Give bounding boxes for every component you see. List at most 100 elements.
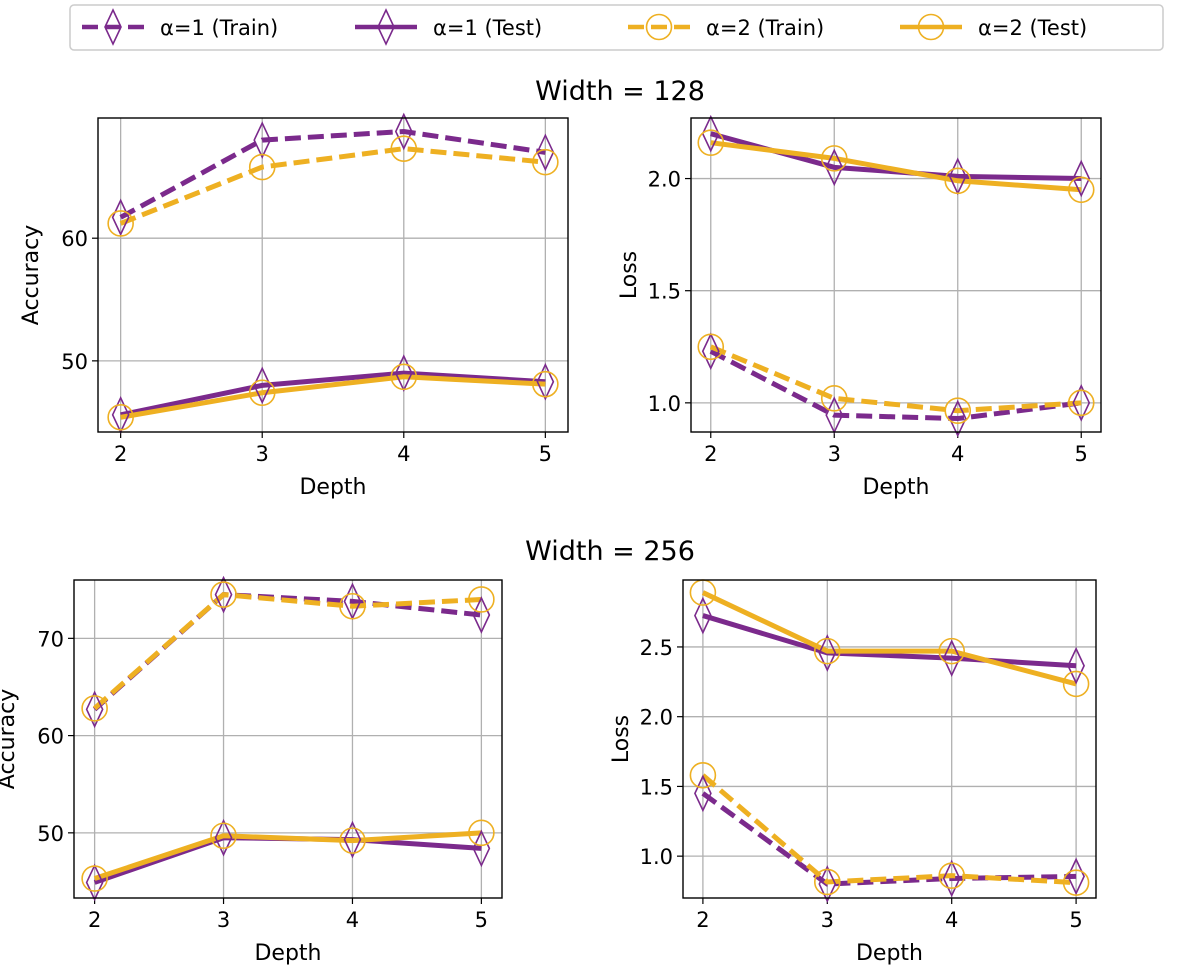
x-axis-label: Depth	[254, 941, 321, 966]
data-point	[472, 829, 491, 868]
y-tick-label: 1.5	[640, 775, 673, 799]
data-point	[253, 121, 272, 159]
data-point	[214, 575, 233, 614]
legend-label: α=2 (Train)	[706, 16, 824, 40]
x-tick-label: 3	[217, 908, 230, 932]
group-title-width-128: Width = 128	[535, 76, 705, 107]
axes-frame	[690, 117, 1102, 433]
circle-marker-icon	[645, 13, 673, 41]
x-tick-label: 4	[346, 908, 359, 932]
series-line	[93, 830, 482, 881]
data-point	[944, 397, 972, 424]
data-point	[210, 581, 237, 608]
data-point	[1067, 646, 1085, 685]
data-point	[468, 819, 495, 847]
data-point	[390, 363, 418, 391]
series-line	[710, 140, 1082, 193]
data-point	[253, 366, 272, 405]
y-tick-label: 70	[37, 627, 64, 651]
data-point	[948, 399, 967, 438]
series-line	[701, 773, 1077, 886]
y-tick-label: 60	[37, 725, 64, 749]
x-tick-label: 4	[397, 442, 410, 466]
legend-label: α=1 (Test)	[433, 16, 542, 40]
series-line	[92, 592, 482, 711]
series-line	[702, 613, 1077, 669]
data-point	[81, 865, 108, 892]
legend-entry: α=2 (Test)	[900, 13, 1087, 41]
x-tick-label: 2	[704, 442, 717, 466]
subplot-3: 2 3 4 5 50 60 70 Depth Accuracy	[0, 575, 503, 966]
data-point	[536, 362, 555, 401]
data-point	[938, 862, 965, 889]
series-group	[709, 131, 1082, 422]
series-line	[709, 349, 1082, 422]
y-tick-label: 1.0	[648, 392, 681, 416]
y-tick-label: 2.0	[640, 706, 673, 730]
data-point	[818, 865, 837, 903]
series-group	[119, 128, 546, 420]
data-point	[938, 637, 965, 665]
legend-label: α=1 (Train)	[160, 16, 278, 40]
legend-entry: α=1 (Train)	[82, 8, 278, 46]
data-point	[339, 827, 366, 854]
data-point	[394, 354, 413, 393]
data-point	[944, 167, 972, 195]
series-group	[701, 590, 1077, 887]
data-point	[107, 403, 134, 431]
legend-entry: α=2 (Train)	[628, 13, 824, 41]
data-point	[210, 822, 237, 850]
x-tick-label: 5	[1069, 908, 1082, 932]
axes-frame	[682, 579, 1097, 899]
data-point	[85, 863, 104, 902]
series-line	[119, 128, 546, 220]
x-tick-label: 5	[475, 908, 488, 932]
x-tick-label: 4	[945, 908, 958, 932]
data-point	[1072, 383, 1091, 422]
data-point	[532, 148, 559, 176]
data-point	[942, 639, 961, 677]
legend-frame	[69, 4, 1164, 51]
data-point	[390, 135, 418, 162]
legend-label: α=2 (Test)	[978, 16, 1087, 40]
data-point	[1062, 670, 1090, 698]
y-tick-label: 2.5	[640, 636, 673, 660]
data-point	[1062, 869, 1090, 896]
subplot-1: 2 3 4 5 50 60 Depth Accuracy	[19, 112, 569, 500]
data-point	[1072, 159, 1091, 198]
y-axis-label: Loss	[609, 715, 634, 763]
diamond-marker-icon	[377, 8, 395, 46]
x-axis-label: Depth	[862, 475, 929, 500]
data-point	[694, 596, 712, 635]
x-tick-label: 5	[539, 442, 552, 466]
data-point	[248, 153, 276, 181]
legend-entry: α=1 (Test)	[355, 8, 542, 46]
data-point	[536, 133, 555, 172]
x-tick-label: 3	[828, 442, 841, 466]
y-tick-label: 2.0	[648, 168, 681, 192]
data-point	[694, 774, 712, 813]
circle-marker-icon	[917, 13, 945, 41]
y-tick-label: 50	[37, 822, 64, 846]
axes-frame	[73, 579, 503, 899]
data-point	[701, 114, 720, 153]
series-group	[92, 592, 482, 885]
data-point	[820, 385, 848, 412]
data-point	[818, 634, 837, 672]
x-tick-label: 5	[1075, 442, 1088, 466]
axes-frame	[97, 117, 569, 433]
data-point	[468, 586, 495, 613]
data-point	[701, 332, 720, 371]
data-point	[107, 210, 134, 237]
data-point	[343, 820, 362, 859]
y-tick-label: 1.5	[648, 280, 681, 304]
data-point	[689, 761, 717, 789]
x-tick-label: 4	[951, 442, 964, 466]
data-point	[248, 379, 276, 407]
series-line	[701, 791, 1077, 887]
x-tick-label: 2	[88, 908, 101, 932]
series-line	[92, 592, 482, 712]
diamond-marker-icon	[104, 8, 122, 46]
data-point	[820, 145, 848, 172]
